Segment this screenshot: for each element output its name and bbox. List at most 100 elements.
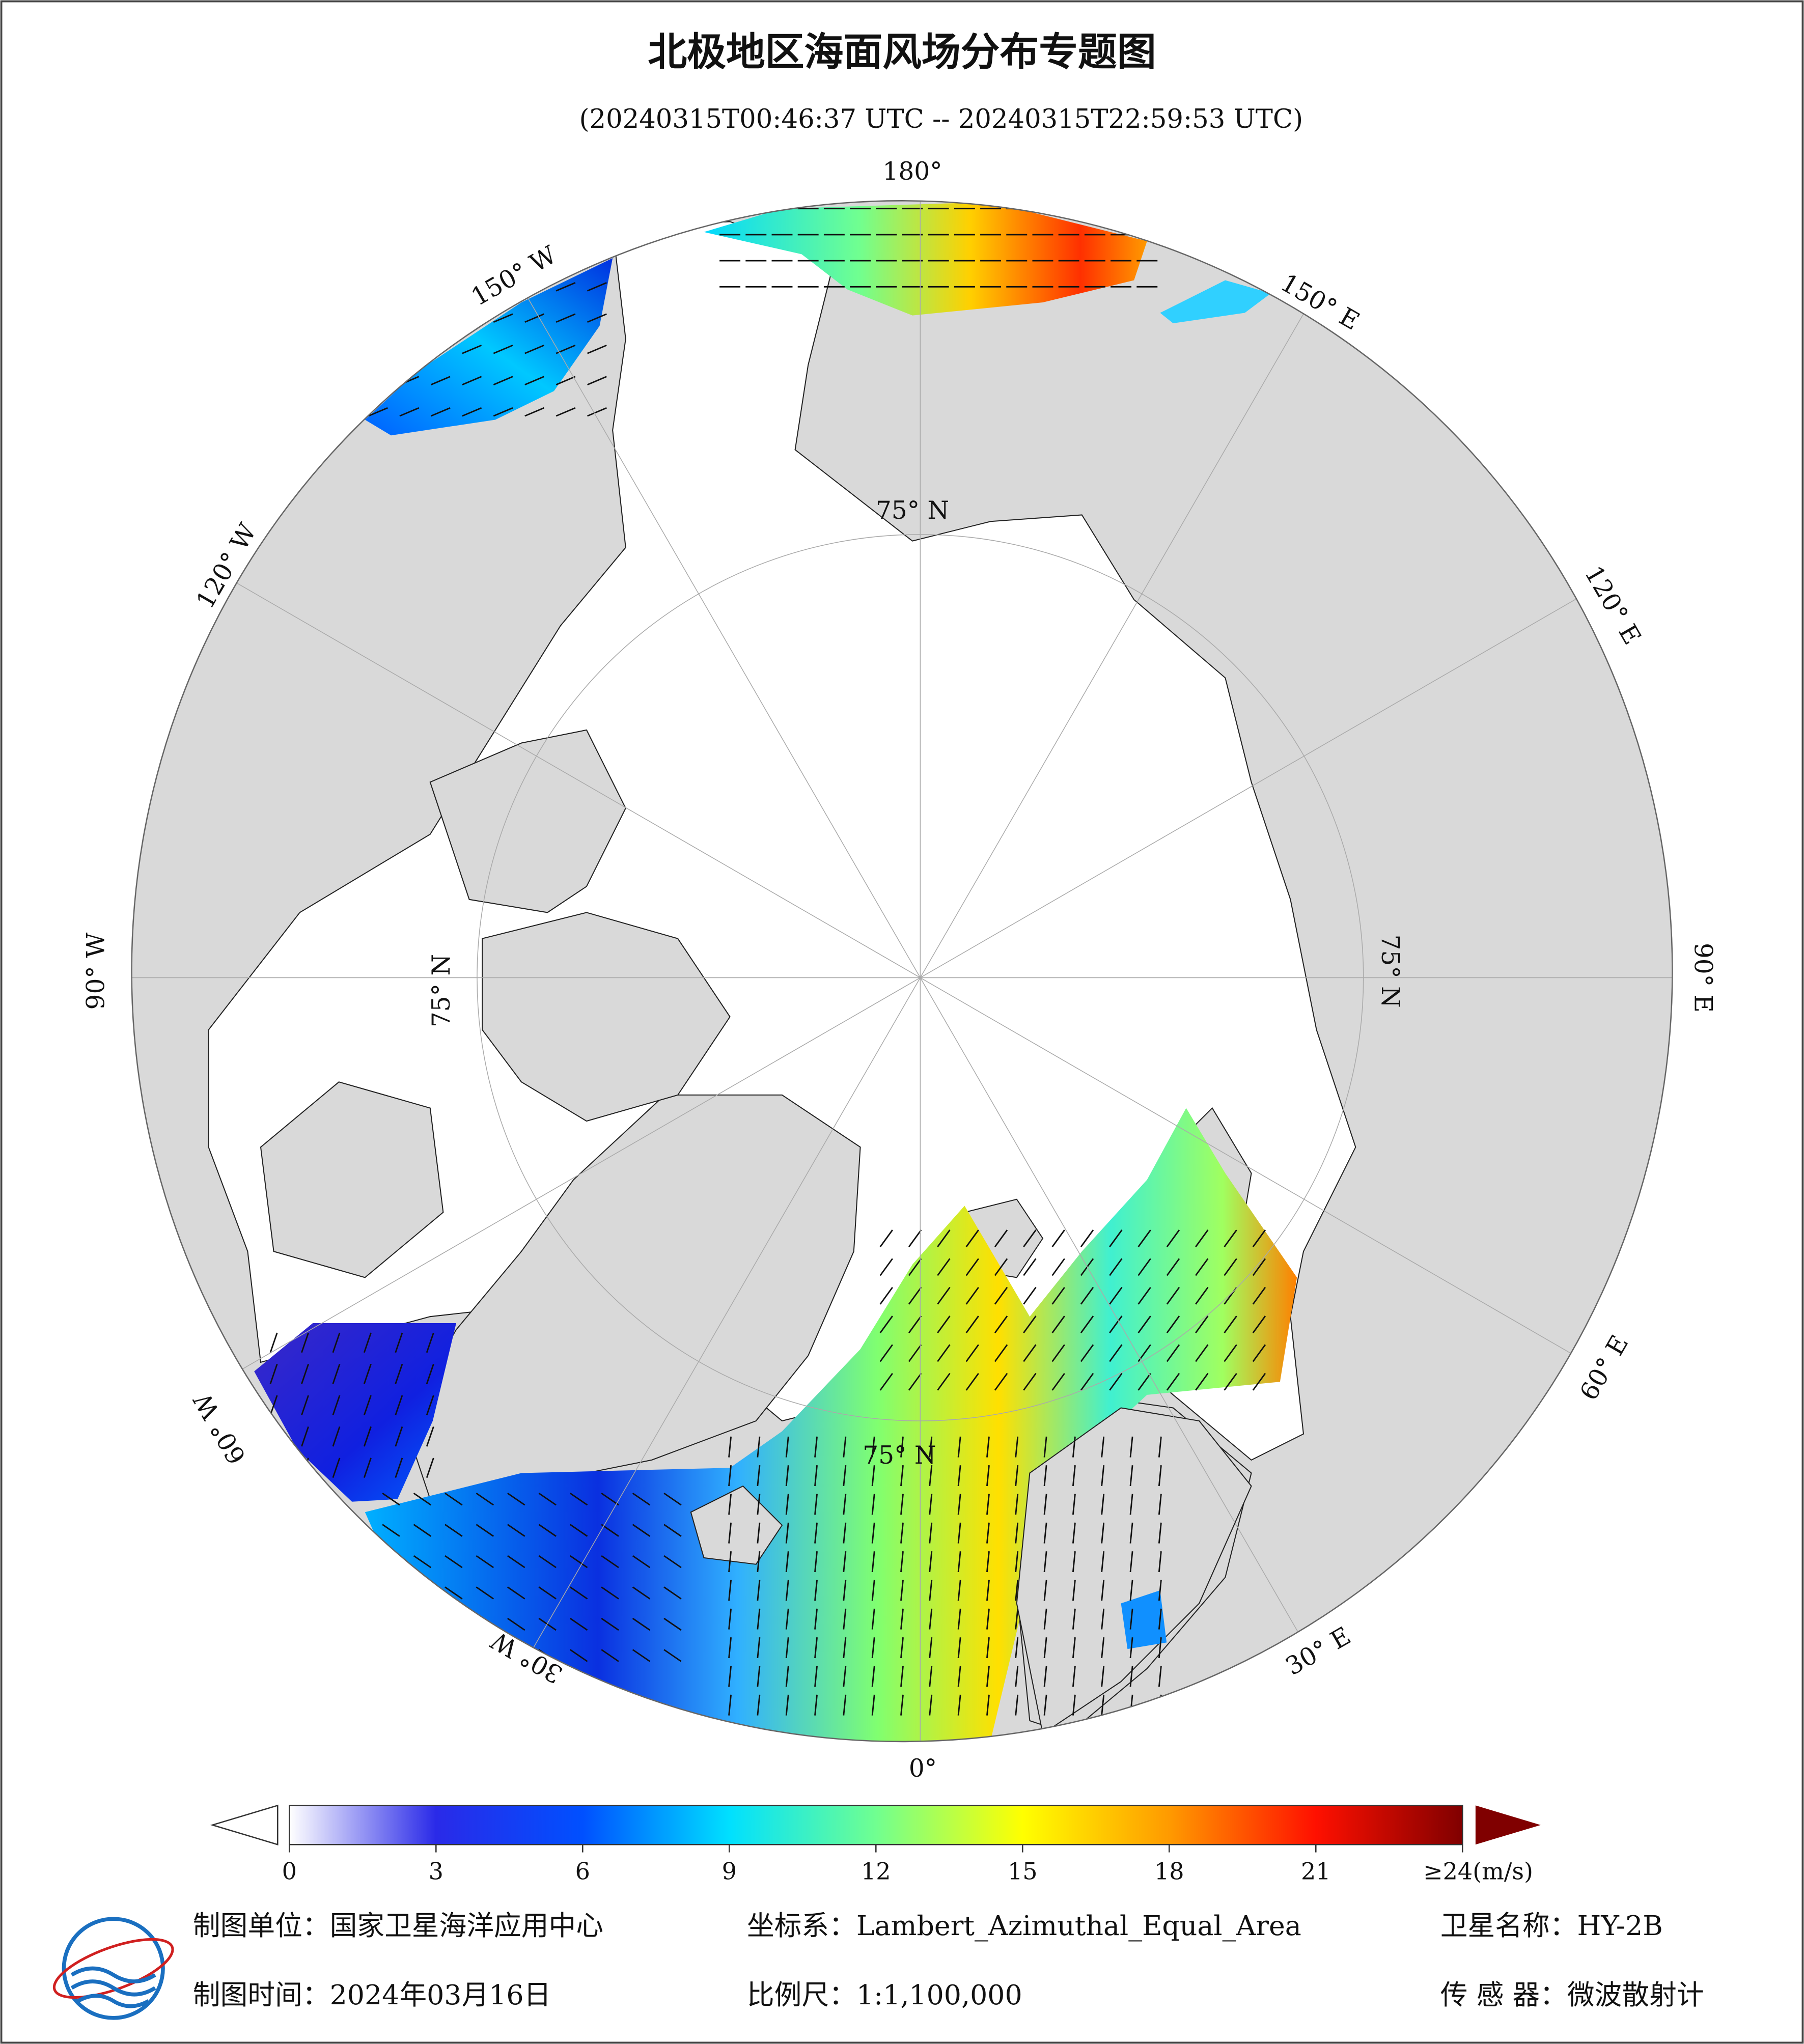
wind-arrow [1158, 1494, 1162, 1515]
wind-arrow [1158, 1608, 1162, 1630]
map-border [131, 200, 1673, 1743]
wind-arrow [301, 1426, 309, 1447]
organization: 制图单位：国家卫星海洋应用中心 [193, 1910, 603, 1942]
wind-arrow [395, 1364, 403, 1384]
wind-arrow [1158, 1522, 1162, 1544]
wind-arrow [957, 1694, 961, 1716]
canadian-islands [482, 912, 731, 1122]
wind-arrow [1129, 1608, 1133, 1630]
latitude-label: 75° N [876, 496, 949, 525]
wind-arrow [395, 1332, 403, 1353]
wind-arrow [569, 1524, 588, 1537]
wind-arrow [957, 1436, 961, 1458]
wind-arrow [476, 1586, 494, 1600]
wind-arrow [871, 1694, 875, 1716]
wind-arrow [587, 376, 607, 385]
wind-arrow [1109, 1258, 1123, 1276]
wind-arrow [879, 1315, 893, 1333]
wind-arrow [1252, 1286, 1266, 1305]
wind-arrow [413, 1555, 432, 1569]
atlantic-wind [365, 1108, 1297, 1742]
wind-arrow [957, 1608, 961, 1630]
wind-arrow [382, 1649, 400, 1662]
wind-arrow [1166, 1373, 1180, 1391]
wind-arrow [601, 1649, 619, 1662]
wind-arrow [1043, 1666, 1047, 1687]
wind-arrow [900, 1694, 904, 1716]
latitude-label: 75° N [427, 954, 456, 1027]
wind-arrow [1109, 1286, 1123, 1305]
wind-arrow [1195, 1373, 1209, 1391]
wind-arrow [1072, 1436, 1076, 1458]
wind-arrow [814, 1551, 818, 1573]
wind-arrow [587, 313, 607, 323]
longitude-label: 60° E [1574, 1330, 1634, 1405]
wind-arrow [929, 1666, 933, 1687]
scandinavia-coast [1016, 1407, 1252, 1735]
wind-arrow [908, 1344, 922, 1362]
wind-arrow [1072, 1580, 1076, 1601]
wind-arrow [986, 1551, 990, 1573]
wind-arrow [1224, 1315, 1237, 1333]
wind-arrow [399, 407, 420, 417]
wind-arrow [908, 1373, 922, 1391]
wind-arrow [363, 1458, 372, 1478]
wind-arrow [382, 1555, 400, 1569]
wind-arrow [986, 1494, 990, 1515]
wind-arrow [1051, 1344, 1065, 1362]
wind-arrow [1072, 1694, 1076, 1716]
wind-arrow [728, 1637, 732, 1659]
wind-arrow [728, 1694, 732, 1716]
wind-arrow [601, 1555, 619, 1569]
wind-arrow [757, 1436, 761, 1458]
wind-arrow [900, 1494, 904, 1515]
wind-arrow [965, 1315, 979, 1333]
wind-arrow [1101, 1608, 1105, 1630]
wind-arrow [663, 1524, 682, 1537]
wind-arrow [986, 1637, 990, 1659]
wind-arrow [1023, 1315, 1037, 1333]
wind-arrow [994, 1286, 1008, 1305]
wind-arrow [507, 1524, 525, 1537]
wind-arrow [994, 1258, 1008, 1276]
wind-arrow [900, 1551, 904, 1573]
wind-arrow [871, 1551, 875, 1573]
wind-arrow [986, 1522, 990, 1544]
wind-arrow [1015, 1465, 1019, 1487]
wind-arrow [632, 1492, 651, 1506]
wind-arrow [1252, 1229, 1266, 1247]
longitude-label: 0° [909, 1754, 937, 1783]
wind-arrow [757, 1494, 761, 1515]
wind-arrow [900, 1436, 904, 1458]
wind-arrow [1023, 1344, 1037, 1362]
wind-arrow [1195, 1315, 1209, 1333]
wind-arrow [1166, 1344, 1180, 1362]
wind-arrow [1043, 1465, 1047, 1487]
wind-arrow [871, 1666, 875, 1687]
wind-arrow [445, 1586, 463, 1600]
wind-arrow [538, 1524, 557, 1537]
latitude-label: 75° N [1376, 935, 1404, 1008]
satellite: 卫星名称：HY-2B [1440, 1910, 1663, 1942]
wind-arrow [413, 1617, 432, 1631]
wind-arrow [632, 1649, 651, 1662]
wind-arrow [1137, 1315, 1151, 1333]
wind-arrow [569, 1492, 588, 1506]
wind-arrow [843, 1637, 847, 1659]
wind-arrow [413, 1524, 432, 1537]
wind-arrow [814, 1666, 818, 1687]
wind-arrow [994, 1344, 1008, 1362]
wind-arrow [1129, 1494, 1133, 1515]
colorbar-tick-label: 6 [575, 1858, 590, 1885]
wind-arrow [1101, 1694, 1105, 1716]
wind-arrow [426, 1395, 434, 1416]
wind-arrow [1224, 1344, 1237, 1362]
wind-arrow [814, 1694, 818, 1716]
wind-arrow [1109, 1229, 1123, 1247]
wind-arrow [1166, 1258, 1180, 1276]
wind-arrow [1015, 1494, 1019, 1515]
alaska-wind [365, 258, 613, 436]
wind-arrow [908, 1258, 922, 1276]
wind-arrow [413, 1649, 432, 1662]
